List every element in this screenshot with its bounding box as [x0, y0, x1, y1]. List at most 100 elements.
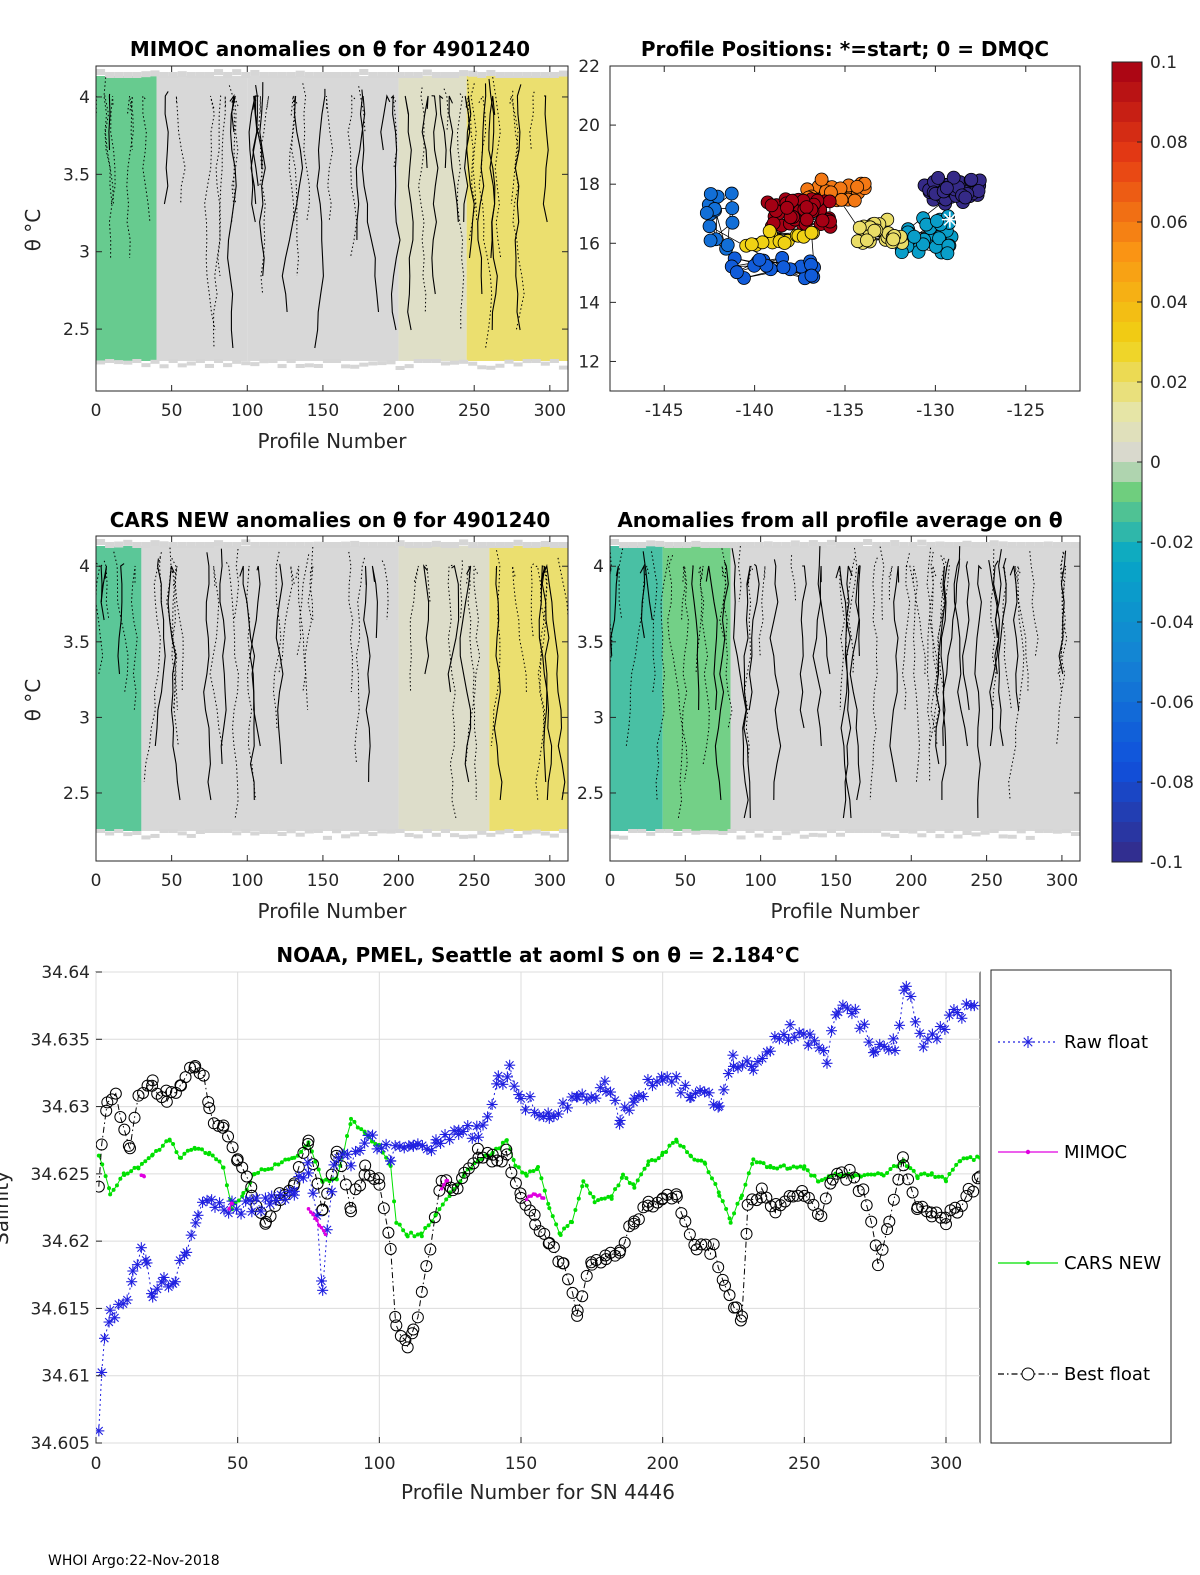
field-edge	[549, 833, 559, 838]
anomaly-band	[398, 546, 490, 831]
field-edge	[745, 829, 755, 833]
mimoc-panel: MIMOC anomalies on θ for 4901240 0 50 100 1…	[21, 37, 569, 453]
cars-new-point	[207, 1150, 212, 1155]
best-float-point	[411, 1311, 424, 1324]
raw-float-point	[97, 1368, 106, 1377]
positions-x-ticks: -145 -140 -135 -130 -125	[645, 66, 1045, 421]
contour-line	[159, 557, 163, 603]
cars-new-point	[146, 1156, 151, 1161]
best-float-point	[491, 1154, 504, 1167]
contour-line	[540, 565, 550, 783]
field-edge	[522, 72, 532, 78]
field-edge	[1034, 542, 1044, 548]
cars-new-point	[539, 1176, 544, 1181]
raw-float-point	[207, 1195, 216, 1204]
field-edge	[531, 72, 541, 78]
field-edge	[1034, 829, 1044, 834]
raw-float-point	[785, 1020, 795, 1029]
contour-line	[431, 95, 439, 295]
field-edge	[655, 540, 665, 547]
cars-new-point	[118, 1176, 123, 1181]
raw-float-point	[610, 1096, 620, 1105]
colorbar-step	[1112, 482, 1142, 503]
colorbar-step	[1112, 382, 1142, 403]
mimoc-point	[230, 1201, 234, 1206]
best-float-point	[791, 1189, 804, 1202]
contour-line	[275, 563, 284, 765]
profile-position-marker	[932, 231, 946, 246]
contour-line	[108, 93, 111, 151]
contour-line	[439, 94, 447, 169]
contour-line	[743, 565, 751, 819]
cars-new-point	[670, 1140, 675, 1145]
x-tick-label: 100	[744, 871, 776, 891]
cars-new-point	[324, 1177, 329, 1182]
field-edge	[440, 542, 450, 548]
cars-new-point	[562, 1226, 567, 1231]
cars-new-point	[853, 1173, 858, 1178]
anomaly-band	[247, 76, 399, 361]
best-float-point	[226, 1141, 239, 1154]
profile-position-marker	[847, 193, 862, 208]
raw-float-point	[472, 1121, 482, 1131]
field-edge	[204, 542, 214, 548]
raw-float-point	[390, 1141, 400, 1150]
contour-line	[104, 95, 114, 205]
contour-line	[443, 88, 449, 133]
contour-line	[953, 558, 968, 747]
field-edge	[259, 829, 269, 834]
colorbar-step	[1112, 202, 1142, 223]
best-float-point	[389, 1310, 402, 1323]
raw-float-point	[554, 1109, 563, 1119]
field-edge	[673, 831, 683, 836]
contour-line	[488, 78, 496, 259]
series-mimoc	[139, 1173, 546, 1237]
field-edge	[971, 542, 981, 548]
cars-new-point	[758, 1160, 763, 1165]
x-tick-label: 150	[820, 871, 852, 891]
field-edge	[313, 829, 323, 833]
best-float-point	[401, 1341, 414, 1354]
field-edge	[980, 830, 990, 835]
best-float-point	[203, 1102, 216, 1115]
contour-line	[610, 552, 613, 668]
contour-line	[314, 88, 326, 349]
field-edge	[619, 835, 629, 840]
field-edge	[195, 359, 205, 363]
field-edge	[241, 829, 251, 833]
field-edge	[214, 359, 224, 363]
profile-position-marker	[703, 187, 718, 201]
field-edge	[177, 542, 187, 548]
cars-new-point	[150, 1152, 155, 1157]
contour-line	[848, 547, 858, 675]
best-float-point	[557, 1257, 570, 1270]
raw-float-point	[236, 1209, 246, 1219]
raw-float-point	[182, 1248, 191, 1257]
cars-new-point	[596, 1198, 601, 1203]
field-edge	[277, 72, 287, 78]
contour-line	[990, 549, 997, 711]
best-float-point	[661, 1188, 674, 1201]
contour-line	[681, 564, 689, 783]
best-float-point	[407, 1323, 420, 1336]
field-edge	[332, 359, 342, 363]
cars-new-point	[434, 1212, 438, 1217]
cars-new-point	[415, 1232, 420, 1237]
cars-new-point	[154, 1148, 159, 1153]
best-float-point	[354, 1179, 367, 1192]
raw-float-point	[474, 1132, 483, 1142]
cars-new-point	[546, 1201, 551, 1206]
field-edge	[962, 540, 972, 547]
best-float-point	[202, 1095, 215, 1108]
legend-label: CARS NEW	[1064, 1253, 1161, 1274]
x-tick-label: 0	[91, 1454, 102, 1474]
best-float-point	[240, 1170, 253, 1183]
legend-item: Best float	[998, 1364, 1150, 1385]
field-edge	[250, 831, 260, 836]
raw-float-point	[606, 1087, 615, 1097]
profile-position-marker	[762, 224, 777, 239]
field-edge	[718, 830, 728, 835]
field-edge	[504, 72, 514, 78]
best-float-point	[876, 1243, 889, 1256]
cars-new-point	[554, 1222, 559, 1227]
